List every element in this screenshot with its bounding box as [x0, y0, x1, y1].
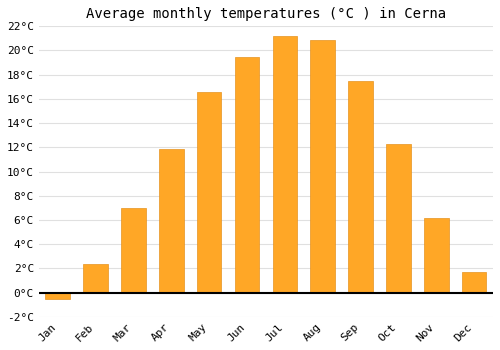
Bar: [310, 40, 335, 293]
Bar: [462, 272, 486, 293]
Bar: [272, 36, 297, 293]
Bar: [424, 218, 448, 293]
Bar: [84, 264, 108, 293]
Title: Average monthly temperatures (°C ) in Cerna: Average monthly temperatures (°C ) in Ce…: [86, 7, 446, 21]
Bar: [197, 92, 222, 293]
Bar: [46, 293, 70, 299]
Bar: [386, 144, 410, 293]
Bar: [348, 81, 373, 293]
Bar: [121, 208, 146, 293]
Bar: [159, 148, 184, 293]
Bar: [234, 57, 260, 293]
